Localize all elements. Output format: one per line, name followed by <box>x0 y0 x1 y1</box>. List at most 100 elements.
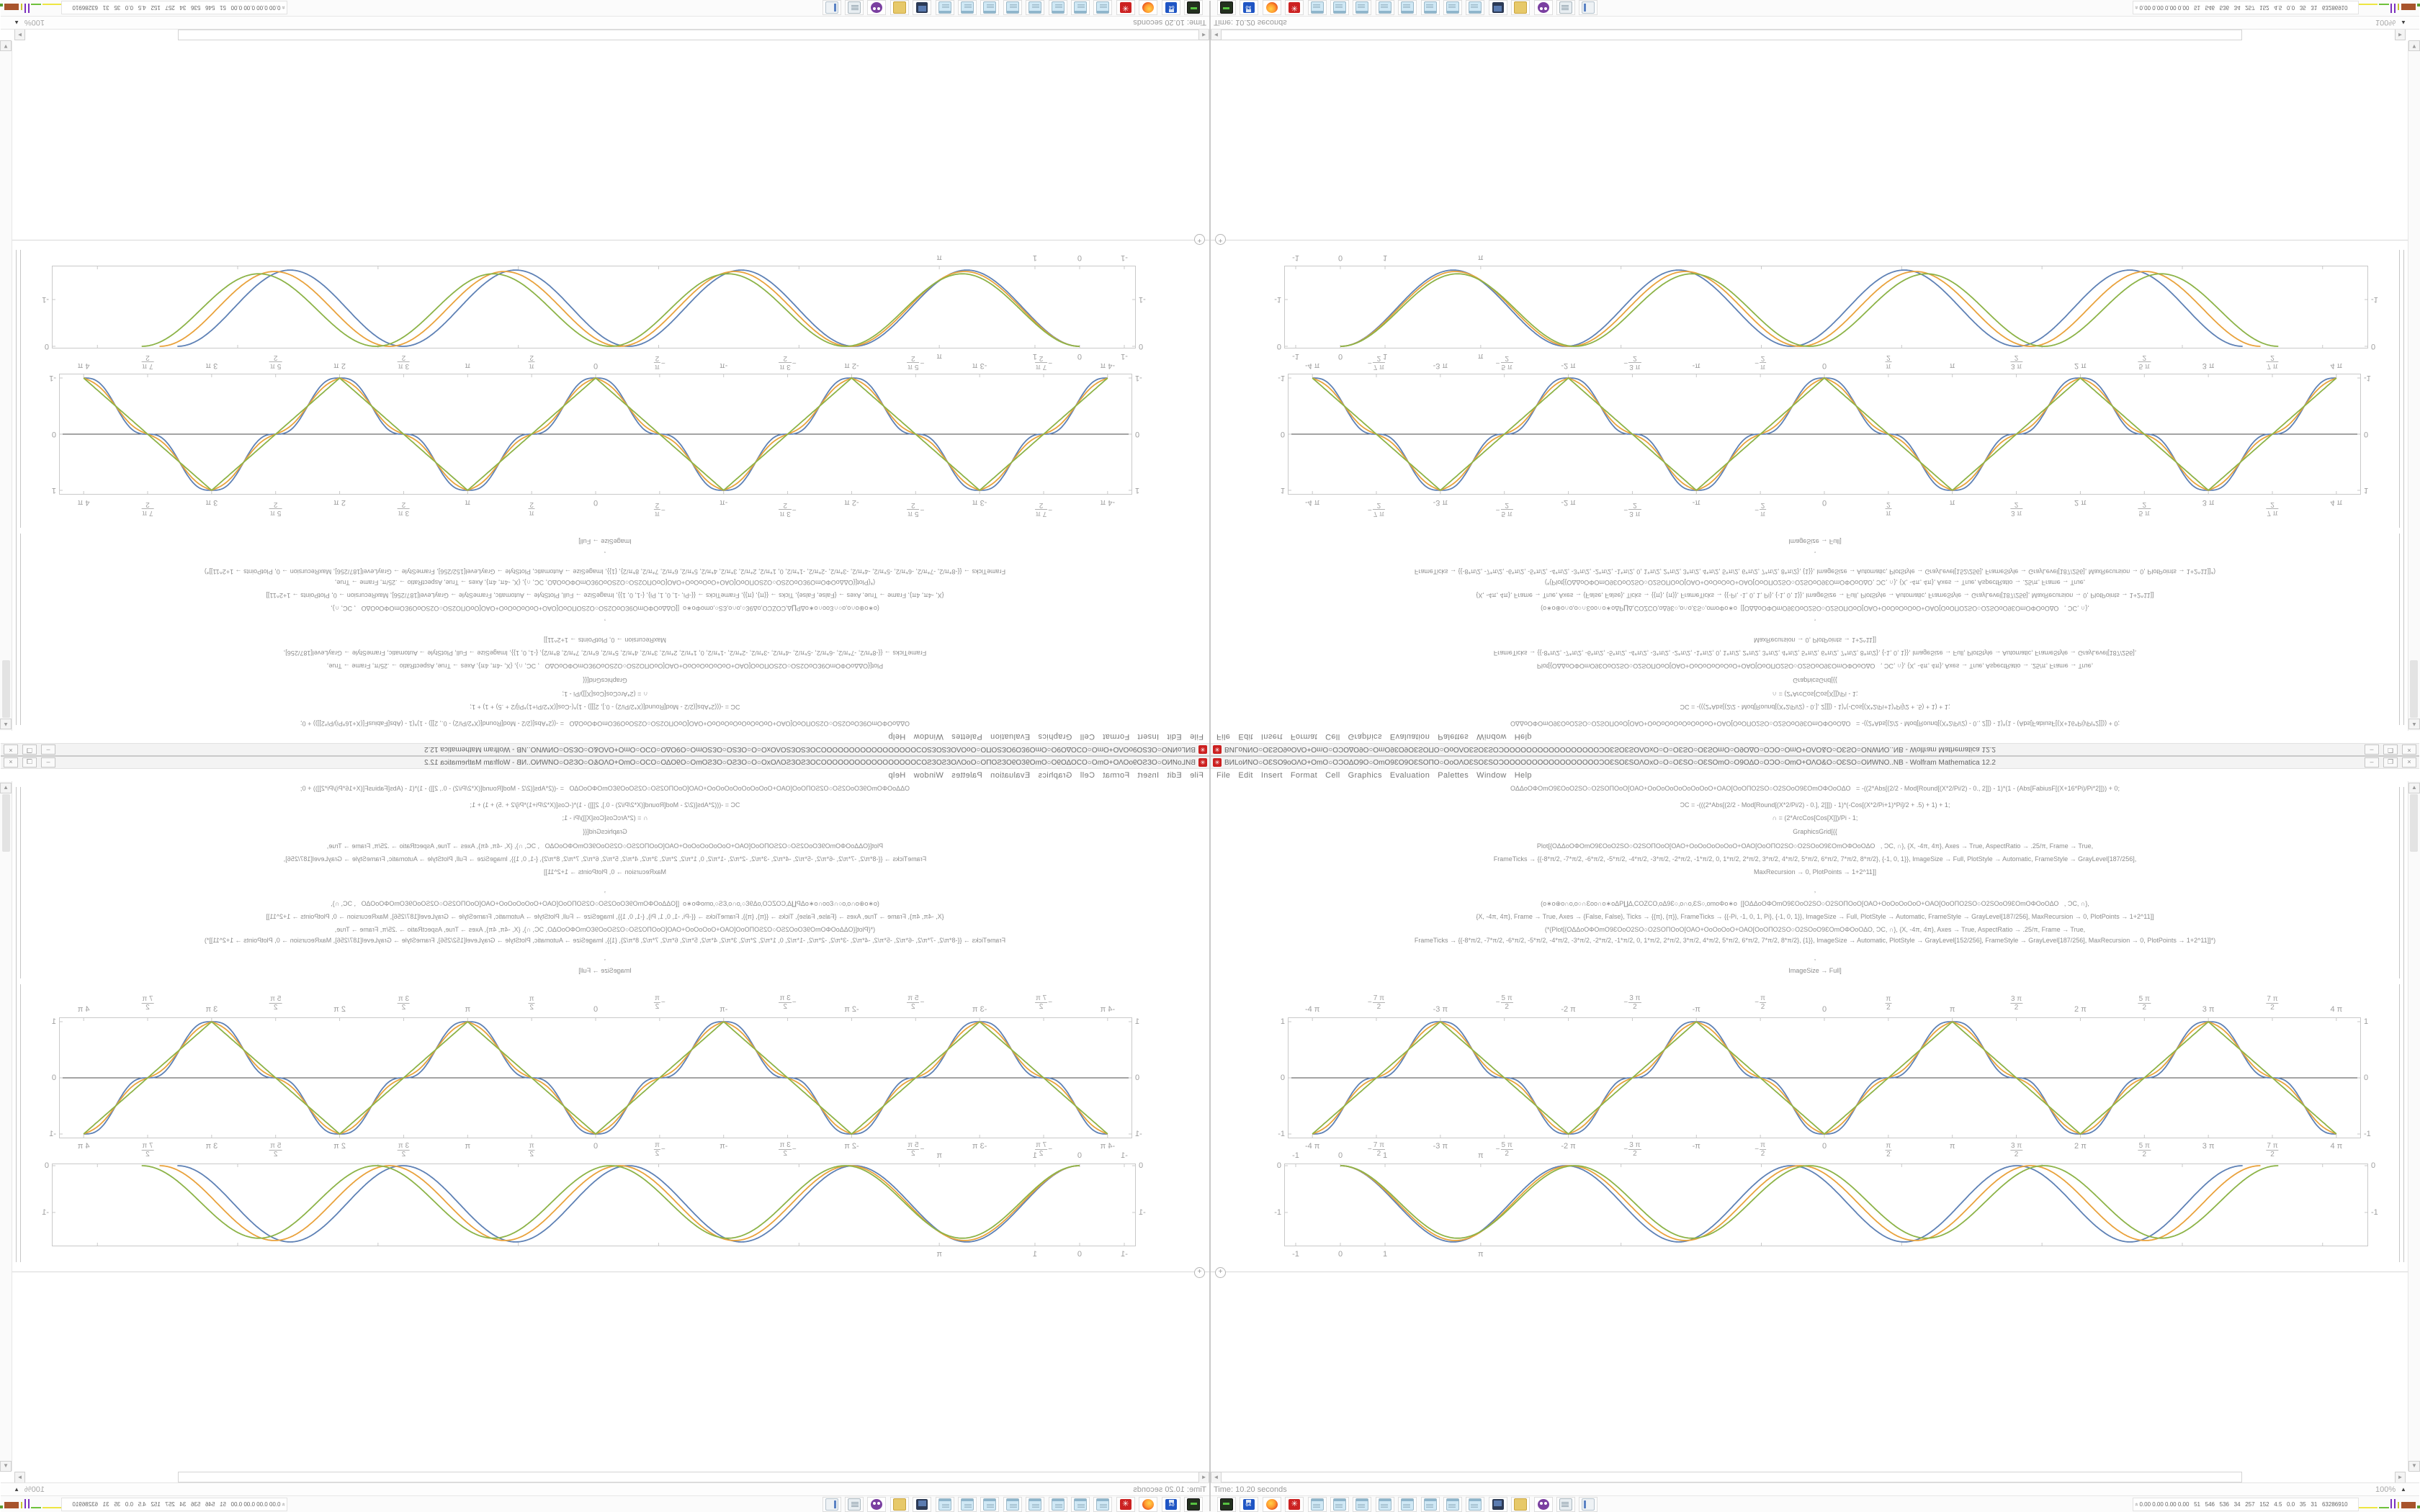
taskbar-icon-notepad[interactable] <box>1375 0 1394 15</box>
taskbar-icon-notepad[interactable] <box>1398 0 1417 15</box>
tray-mini-charts[interactable] <box>2359 2 2420 14</box>
code-line[interactable]: (ο∗ο⊕ο∩ο‚ο○∩Ɛοο∩ο∗οΔΡ∐Δ‚CΟZCΟ‚οΔ9Ɛ○‚ο∩ο‚… <box>1541 605 2089 612</box>
taskbar-icon-scroll[interactable] <box>845 0 864 15</box>
menu-item-edit[interactable]: Edit <box>1238 770 1253 780</box>
code-line[interactable]: ƆC = -(((2*Abs[(2/2 - Mod[Round[(X*2/Pi/… <box>1680 801 1950 809</box>
code-line[interactable]: ∩ = (2*ArcCos[Cos[X]])/Pi - 1; <box>562 690 648 698</box>
system-tray[interactable]: » 0.00 0.00 0.00 0.00 51 546 536 34 257 1… <box>2133 1498 2359 1511</box>
magnification-arrow-icon[interactable]: ▲ <box>2401 19 2406 26</box>
taskbar-icon-monitor[interactable] <box>913 1497 932 1512</box>
taskbar-icon-scroll[interactable] <box>845 1497 864 1512</box>
vertical-scrollbar[interactable] <box>0 41 12 731</box>
cell-bracket[interactable] <box>20 250 21 528</box>
taskbar-icon-c64-floppy[interactable] <box>1240 0 1259 15</box>
taskbar-icon-folder[interactable] <box>1511 1497 1531 1512</box>
cell-bracket[interactable] <box>16 787 17 1262</box>
code-line[interactable]: , <box>1814 886 1816 894</box>
menu-item-cell[interactable]: Cell <box>1325 732 1340 742</box>
vertical-scrollbar[interactable] <box>2408 781 2420 1471</box>
menu-item-help[interactable]: Help <box>888 770 906 780</box>
code-line[interactable]: Plot[{ΟΔΔοΟΦΟmΟ9ƐΟοΟ2SΟ○Ο2SΟΠΟοΟ[ΟΑΟ+ΟοΟ… <box>1536 842 2094 850</box>
cell-bracket[interactable] <box>2399 250 2400 528</box>
code-line[interactable]: ∩ = (2*ArcCos[Cos[X]])/Pi - 1; <box>1772 814 1858 822</box>
menu-item-evaluation[interactable]: Evaluation <box>1389 770 1430 780</box>
system-tray[interactable]: » 0.00 0.00 0.00 0.00 51 546 536 34 257 1… <box>61 1 287 14</box>
magnification-arrow-icon[interactable]: ▲ <box>2401 1486 2406 1493</box>
taskbar-icon-notepad[interactable] <box>1026 1497 1045 1512</box>
taskbar-icon-scroll[interactable] <box>1556 0 1575 15</box>
taskbar-icon-emulator[interactable] <box>1184 1497 1203 1512</box>
menu-item-palettes[interactable]: Palettes <box>1438 770 1469 780</box>
taskbar-icon-monitor[interactable] <box>1488 0 1507 15</box>
taskbar-icon-notepad[interactable] <box>980 0 1000 15</box>
taskbar-icon-notepad[interactable] <box>1093 0 1113 15</box>
cell-bracket[interactable] <box>2403 787 2404 1262</box>
taskbar-icon-firefox[interactable] <box>1139 0 1158 15</box>
taskbar-icon-notepad[interactable] <box>1443 1497 1462 1512</box>
taskbar-icon-notepad[interactable] <box>1466 0 1485 15</box>
menu-item-palettes[interactable]: Palettes <box>1438 732 1469 742</box>
menu-item-insert[interactable]: Insert <box>1137 732 1160 742</box>
menu-item-graphics[interactable]: Graphics <box>1348 770 1382 780</box>
taskbar-icon-c64-floppy[interactable] <box>1161 0 1180 15</box>
taskbar-icon-notepad[interactable] <box>1353 0 1372 15</box>
taskbar-icon-owl[interactable] <box>867 1497 887 1512</box>
taskbar-icon-notepad[interactable] <box>935 1497 954 1512</box>
taskbar-icon-notepad[interactable] <box>1093 1497 1113 1512</box>
taskbar-icon-redgear[interactable]: ✳ <box>1116 1497 1135 1512</box>
insert-cell-plus-icon[interactable]: + <box>1194 1267 1205 1278</box>
cell-bracket[interactable] <box>2399 984 2400 1262</box>
tray-expand-icon[interactable]: » <box>280 1503 287 1506</box>
taskbar-icon-notepad[interactable] <box>1330 1497 1349 1512</box>
menu-item-cell[interactable]: Cell <box>1080 770 1095 780</box>
taskbar-icon-notepad[interactable] <box>1353 1497 1372 1512</box>
vertical-scroll-thumb[interactable] <box>2410 660 2418 718</box>
taskbar-icon-notepad[interactable] <box>1003 0 1022 15</box>
taskbar-icon-notepad[interactable] <box>1307 0 1327 15</box>
taskbar-icon-redgear[interactable]: ✳ <box>1285 1497 1304 1512</box>
magnification-arrow-icon[interactable]: ▲ <box>14 1486 19 1493</box>
taskbar-icon-notepad[interactable] <box>958 1497 977 1512</box>
scroll-up-arrow[interactable]: ▲ <box>2408 719 2420 729</box>
taskbar-icon-notepad[interactable] <box>1071 1497 1090 1512</box>
code-line[interactable]: ΟΔΔοΟΦΟmΟ9ƐΟοΟ2SΟ○Ο2SΟΠΟοΟ[ΟΑΟ+ΟοΟοΟοΟοΟ… <box>300 785 910 792</box>
code-line[interactable]: ΟΔΔοΟΦΟmΟ9ƐΟοΟ2SΟ○Ο2SΟΠΟοΟ[ΟΑΟ+ΟοΟοΟοΟοΟ… <box>1510 720 2120 727</box>
code-line[interactable]: GraphicsGrid[{{ <box>583 677 627 684</box>
scroll-down-arrow[interactable]: ▼ <box>0 1461 12 1472</box>
cell-bracket[interactable] <box>20 984 21 1262</box>
menu-item-format[interactable]: Format <box>1290 732 1318 742</box>
menu-item-format[interactable]: Format <box>1102 770 1130 780</box>
magnification-value[interactable]: 100% <box>2375 18 2396 27</box>
close-button[interactable]: × <box>2402 757 2416 768</box>
scroll-up-arrow[interactable]: ▲ <box>2408 783 2420 793</box>
taskbar-icon-notepad[interactable] <box>1071 0 1090 15</box>
title-bar[interactable]: ✳ BИLoИNΟ○ΟƐSΟ9oΟΛΟ+ΟmΟ○ΟƆΟΔΟ9Ο○ΟmΟ9ƐΟ9Ο… <box>1 757 1209 769</box>
code-line[interactable]: MaxRecursion → 0, PlotPoints → 1+2^11]] <box>544 636 666 644</box>
menu-item-edit[interactable]: Edit <box>1167 770 1182 780</box>
magnification-arrow-icon[interactable]: ▲ <box>14 19 19 26</box>
cell-bracket[interactable] <box>2403 250 2404 725</box>
restore-button[interactable]: ❐ <box>22 757 37 768</box>
scroll-down-arrow[interactable]: ▼ <box>2408 1461 2420 1472</box>
code-line[interactable]: {X, -4π, 4π}, Frame → True, Axes → {Fals… <box>266 592 944 599</box>
menu-item-insert[interactable]: Insert <box>1260 732 1283 742</box>
code-line[interactable]: ImageSize → Full] <box>578 538 632 545</box>
scroll-right-arrow[interactable]: ► <box>14 1472 25 1483</box>
code-line[interactable]: FrameTicks → {{-8*π/2, -7*π/2, -6*π/2, -… <box>204 937 1006 944</box>
scroll-left-arrow[interactable]: ◄ <box>1211 29 1222 40</box>
menu-item-window[interactable]: Window <box>1476 732 1507 742</box>
taskbar-icon-folder[interactable] <box>889 1497 909 1512</box>
taskbar-icon-scroll[interactable] <box>1556 1497 1575 1512</box>
taskbar-icon-c64-floppy[interactable] <box>1161 1497 1180 1512</box>
code-line[interactable]: MaxRecursion → 0, PlotPoints → 1+2^11]] <box>1754 636 1876 644</box>
taskbar-icon-notepad[interactable] <box>1420 0 1440 15</box>
taskbar-icon-folder[interactable] <box>1511 0 1531 15</box>
code-line[interactable]: Plot[{ΟΔΔοΟΦΟmΟ9ƐΟοΟ2SΟ○Ο2SΟΠΟοΟ[ΟΑΟ+ΟοΟ… <box>326 662 884 670</box>
menu-item-window[interactable]: Window <box>1476 770 1507 780</box>
code-line[interactable]: FrameTicks → {{-8*π/2, -7*π/2, -6*π/2, -… <box>1493 855 2137 863</box>
scroll-left-arrow[interactable]: ◄ <box>1211 1472 1222 1483</box>
menu-item-palettes[interactable]: Palettes <box>951 732 982 742</box>
minimize-button[interactable]: – <box>2365 744 2379 755</box>
menu-item-evaluation[interactable]: Evaluation <box>990 732 1031 742</box>
vertical-scrollbar[interactable] <box>2408 41 2420 731</box>
